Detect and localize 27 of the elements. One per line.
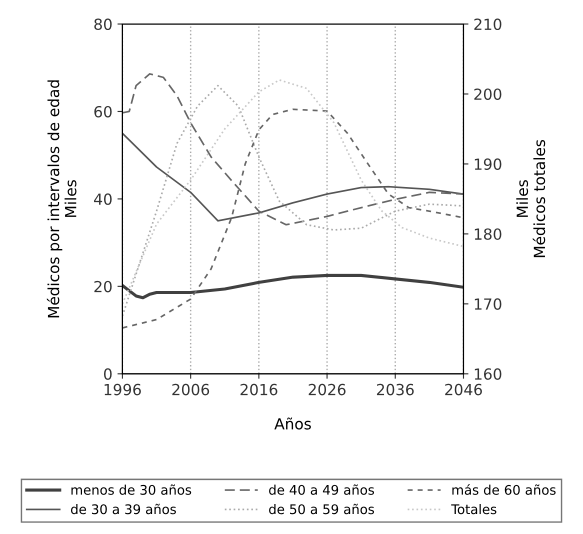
y2-tick-label: 210 — [474, 18, 502, 30]
y-tick-label: 80 — [94, 18, 112, 30]
y2-tick-label: 200 — [474, 88, 502, 100]
legend-label: más de 60 años — [452, 484, 556, 495]
y2-tick-label: 180 — [474, 228, 502, 240]
legend-label: de 30 a 39 años — [71, 504, 176, 514]
x-axis-title: Años — [274, 417, 311, 430]
x-tick-label: 1996 — [104, 384, 141, 396]
y-tick-label: 40 — [94, 193, 112, 205]
y-tick-label: 0 — [104, 368, 112, 380]
x-tick-label: 2026 — [308, 384, 346, 396]
y2-axis-title: Miles Médicos totales — [516, 140, 546, 258]
x-tick-label: 2036 — [376, 384, 414, 396]
x-tick-label: 2006 — [172, 384, 210, 396]
x-tick-label: 2046 — [445, 384, 482, 396]
y-tick-label: 20 — [94, 280, 112, 292]
y2-tick-label: 170 — [474, 298, 502, 310]
line-series — [122, 274, 464, 300]
legend-label: menos de 30 años — [71, 484, 192, 495]
legend-label: Totales — [451, 504, 496, 514]
y-axis-title: Médicos por intervalos de edad Miles — [46, 80, 76, 318]
y2-tick-label: 160 — [474, 368, 502, 380]
y2-tick-label: 190 — [474, 158, 502, 170]
legend-label: de 40 a 49 años — [269, 484, 374, 495]
x-tick-label: 2016 — [240, 384, 278, 396]
y-tick-label: 60 — [94, 106, 112, 118]
legend-label: de 50 a 59 años — [269, 504, 374, 514]
